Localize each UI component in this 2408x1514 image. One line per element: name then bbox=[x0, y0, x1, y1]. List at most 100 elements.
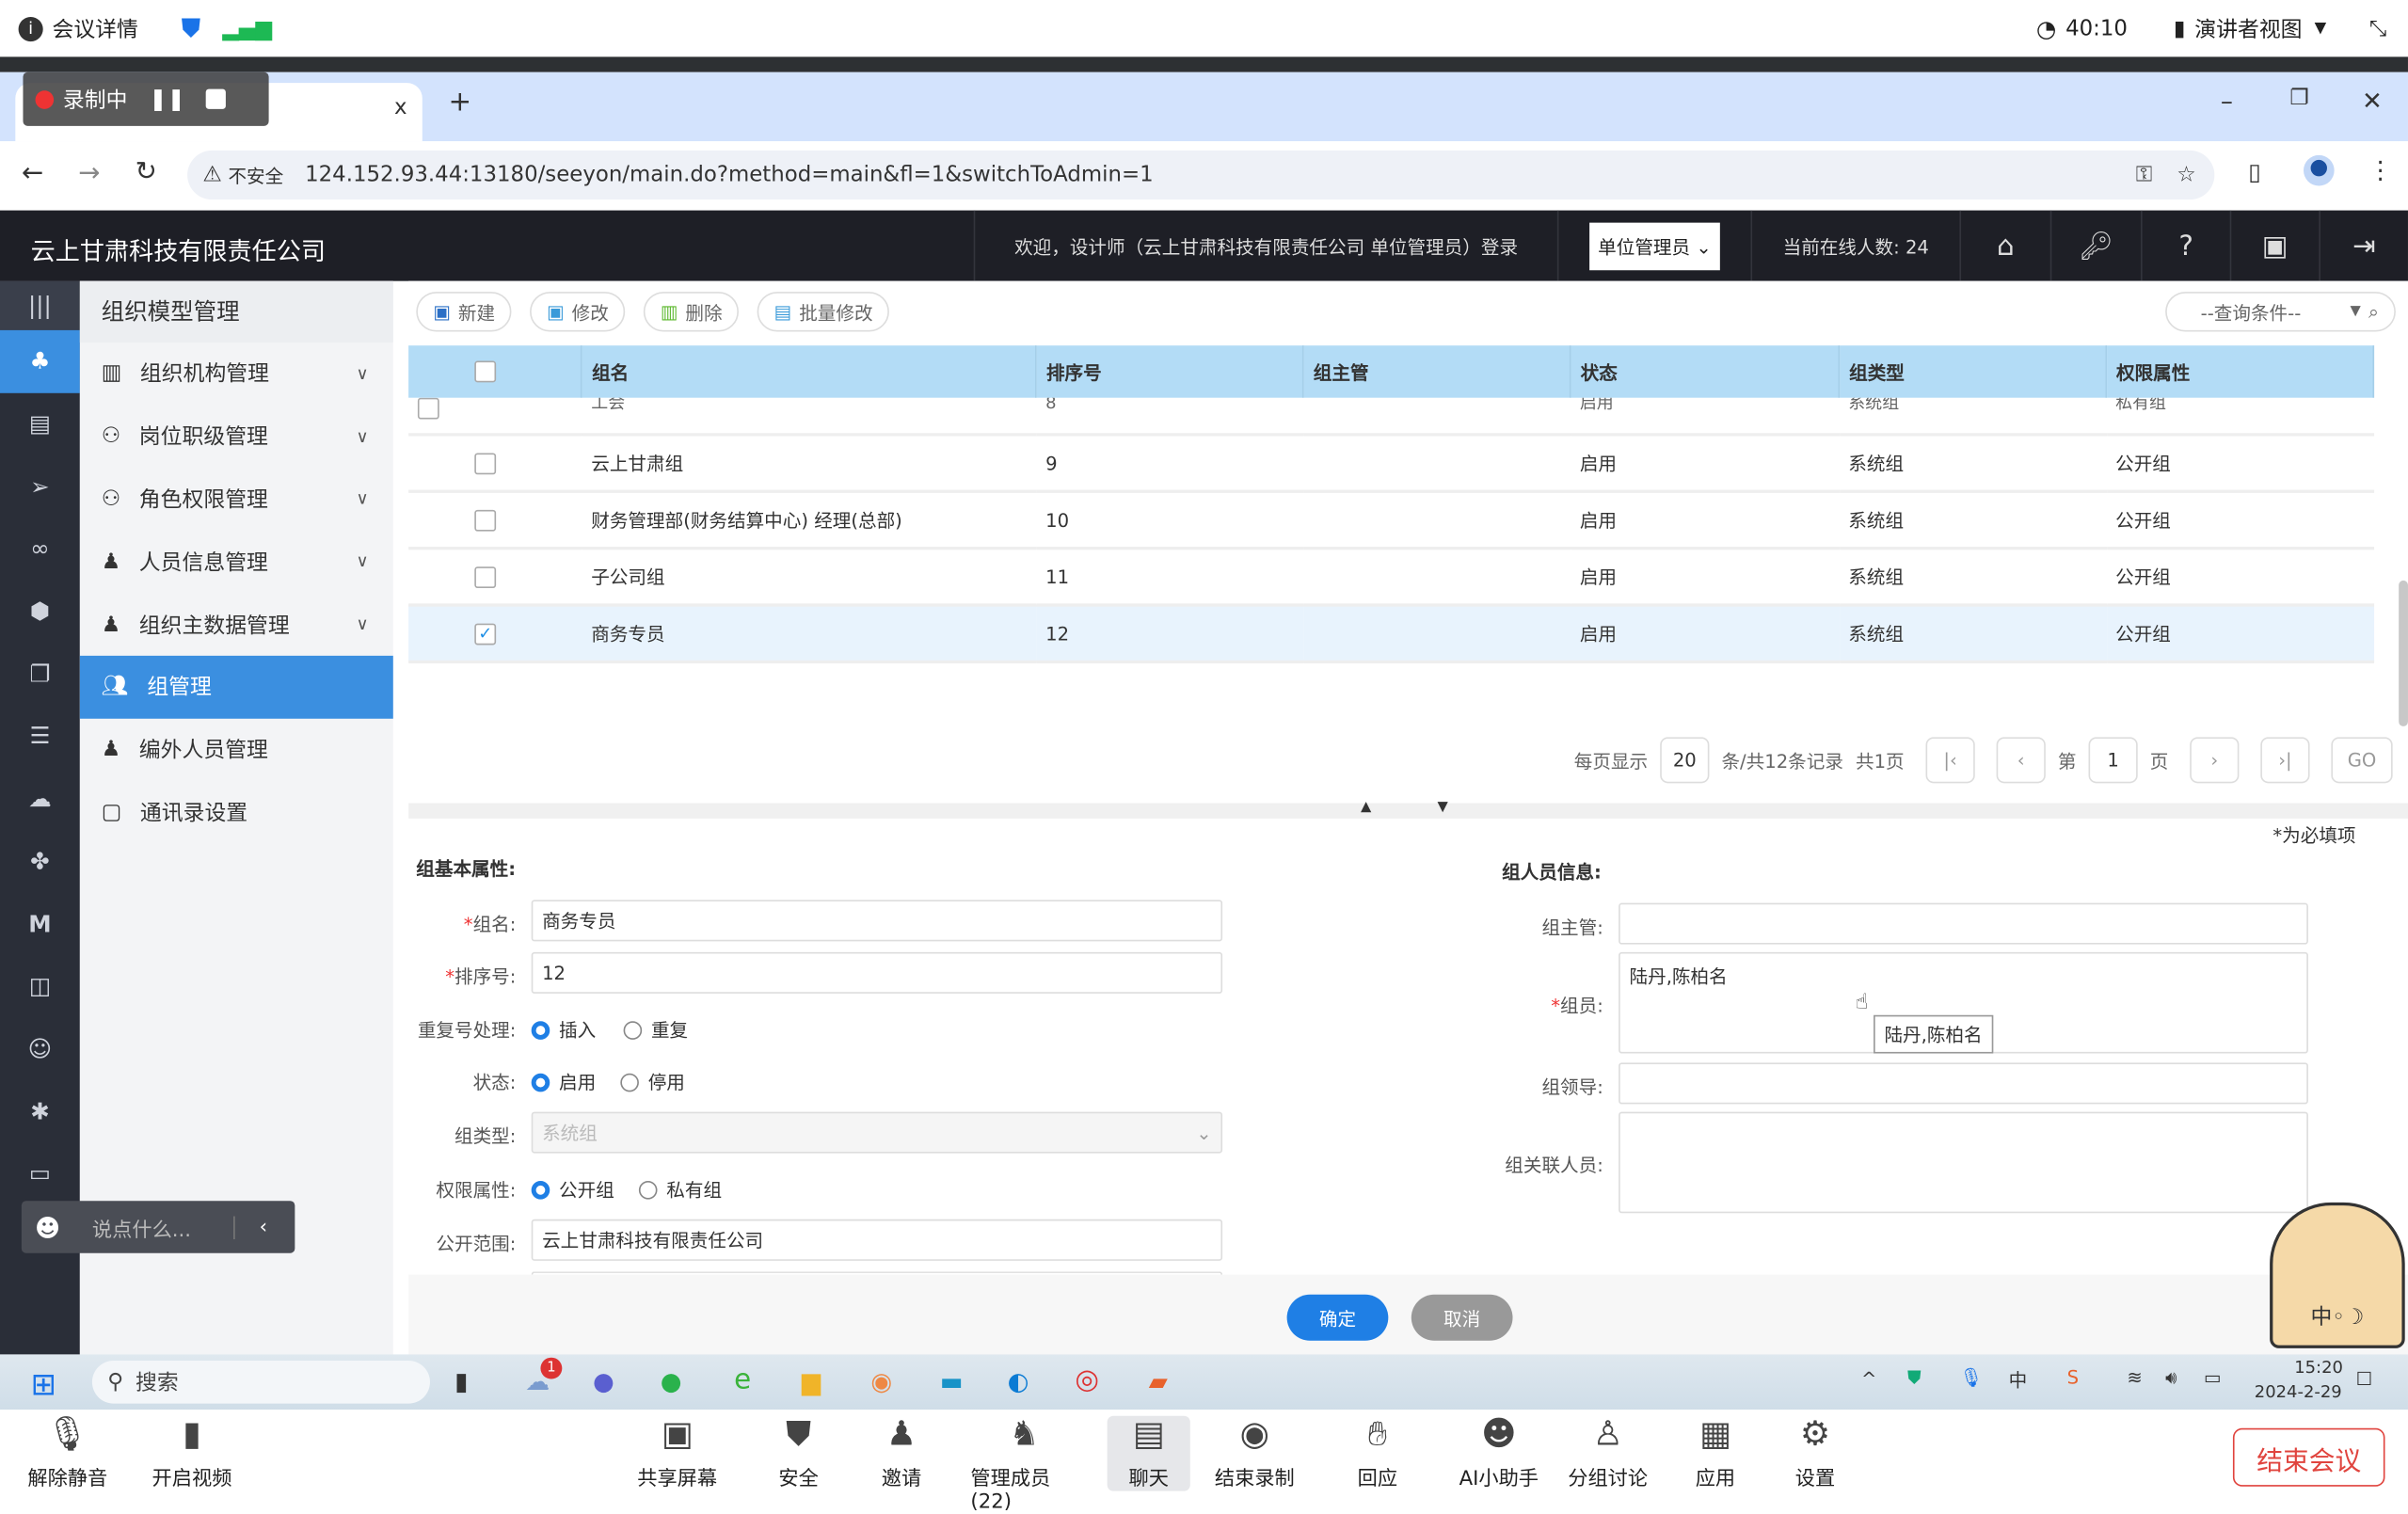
table-row[interactable]: 云上甘肃组 9 启用 系统组 公开组 bbox=[408, 434, 2374, 493]
row-checkbox[interactable] bbox=[474, 453, 497, 474]
restore-button[interactable]: ❐ bbox=[2289, 86, 2309, 111]
query-select[interactable]: --查询条件-- ▼ ⌕ bbox=[2165, 292, 2396, 332]
type-select[interactable]: 系统组 ⌄ bbox=[531, 1111, 1223, 1154]
document-icon[interactable]: ❐ bbox=[29, 660, 51, 688]
forward-icon[interactable]: → bbox=[78, 158, 101, 189]
prev-page-button[interactable]: ‹ bbox=[1996, 737, 2046, 784]
delete-button[interactable]: ▥ 删除 bbox=[643, 292, 740, 332]
status-off-radio[interactable]: 停用 bbox=[620, 1069, 685, 1095]
chat-input[interactable]: ☻ 说点什么... ‹ bbox=[21, 1201, 295, 1253]
page-input[interactable]: 1 bbox=[2088, 737, 2138, 784]
app-ie-icon[interactable]: e bbox=[734, 1363, 752, 1396]
tray-security-icon[interactable]: ⛊ bbox=[1906, 1366, 1922, 1389]
view-switch[interactable]: 演讲者视图 bbox=[2194, 17, 2303, 42]
cancel-button[interactable]: 取消 bbox=[1411, 1294, 1513, 1341]
wifi-icon[interactable]: ≋ bbox=[2127, 1366, 2143, 1389]
col-type[interactable]: 组类型 bbox=[1839, 345, 2108, 398]
menu-icon[interactable]: ⋮ bbox=[2368, 154, 2393, 184]
sidebar-item-person[interactable]: ♟ 人员信息管理 ∨ bbox=[101, 549, 369, 576]
new-tab-button[interactable]: + bbox=[448, 86, 472, 119]
star-icon[interactable]: ☆ bbox=[2177, 162, 2196, 188]
scrollbar[interactable] bbox=[2399, 580, 2408, 726]
url-input[interactable]: ⚠ 不安全 124.152.93.44:13180/seeyon/main.do… bbox=[187, 150, 2215, 200]
row-checkbox[interactable] bbox=[417, 397, 439, 420]
minimize-button[interactable]: – bbox=[2220, 86, 2233, 116]
database-icon[interactable]: ☰ bbox=[29, 722, 51, 751]
chart-icon[interactable]: ◫ bbox=[28, 972, 52, 1000]
sidebar-item-org[interactable]: ▥ 组织机构管理 ∨ bbox=[101, 361, 369, 388]
meeting-button-ai-assistant[interactable]: ☻ AI小助手 bbox=[1445, 1416, 1553, 1491]
sidebar-item-external[interactable]: ♟ 编外人员管理 bbox=[101, 737, 268, 764]
table-row[interactable]: 工会 8 启用 系统组 私有组 bbox=[408, 397, 2374, 437]
access-public-radio[interactable]: 公开组 bbox=[531, 1176, 614, 1203]
app-desktop-icon[interactable]: ▬ bbox=[939, 1366, 964, 1396]
row-checkbox[interactable] bbox=[474, 566, 497, 588]
dup-insert-radio[interactable]: 插入 bbox=[531, 1016, 596, 1043]
meeting-button-chat[interactable]: ▤ 聊天 bbox=[1107, 1415, 1190, 1491]
apps-icon[interactable]: ✤ bbox=[30, 847, 50, 875]
collapse-down-icon[interactable]: ▼ bbox=[1437, 800, 1448, 816]
logout-icon[interactable]: ⇥ bbox=[2319, 210, 2408, 281]
screen-icon[interactable]: ▭ bbox=[28, 1159, 52, 1187]
role-select[interactable]: 单位管理员 ⌄ bbox=[1588, 221, 1721, 270]
reload-icon[interactable]: ↻ bbox=[135, 156, 157, 188]
notification-icon[interactable]: ☐ bbox=[2355, 1368, 2373, 1390]
ime-mascot-icon[interactable]: 中◦☽ bbox=[2270, 1202, 2405, 1348]
sidebar-item-contacts[interactable]: ▢ 通讯录设置 bbox=[101, 800, 248, 826]
windows-start-icon[interactable]: ⊞ bbox=[30, 1364, 57, 1403]
access-private-radio[interactable]: 私有组 bbox=[638, 1176, 722, 1203]
m-icon[interactable]: M bbox=[28, 910, 52, 938]
order-input[interactable]: 12 bbox=[531, 951, 1223, 994]
new-button[interactable]: ▣ 新建 bbox=[416, 292, 513, 332]
link-icon[interactable]: ∞ bbox=[30, 534, 50, 563]
battery-icon[interactable]: ▭ bbox=[2203, 1366, 2222, 1389]
scope-input[interactable]: 云上甘肃科技有限责任公司 bbox=[531, 1219, 1223, 1261]
hexagon-icon[interactable]: ⬢ bbox=[29, 598, 51, 626]
meeting-button-settings[interactable]: ⚙ 设置 bbox=[1762, 1416, 1869, 1491]
org-chart-icon[interactable]: ♣ bbox=[0, 329, 80, 393]
meeting-button-apps[interactable]: ▦ 应用 bbox=[1662, 1416, 1769, 1491]
group-name-input[interactable]: 商务专员 bbox=[531, 900, 1223, 942]
fullscreen-exit-icon[interactable]: ⤡ bbox=[2368, 16, 2387, 41]
leader-input[interactable] bbox=[1619, 1062, 2308, 1105]
meeting-button-invite[interactable]: ♟ 邀请 bbox=[848, 1416, 955, 1491]
emoji-icon[interactable]: ☻ bbox=[34, 1212, 61, 1242]
table-row[interactable]: 子公司组 11 启用 系统组 公开组 bbox=[408, 548, 2374, 607]
table-row[interactable]: ✓ 商务专员 12 启用 系统组 公开组 bbox=[408, 605, 2374, 664]
chevron-down-icon[interactable]: ▼ bbox=[2314, 20, 2327, 38]
volume-icon[interactable]: 🔊︎ bbox=[2165, 1366, 2177, 1389]
sidebar-item-post[interactable]: ⚇ 岗位职级管理 ∨ bbox=[101, 423, 369, 451]
first-page-button[interactable]: |‹ bbox=[1925, 737, 1975, 784]
meeting-button-security[interactable]: ⛊ 安全 bbox=[745, 1416, 853, 1491]
app-wechat-icon[interactable]: ● bbox=[660, 1366, 682, 1396]
meeting-button-breakout[interactable]: ♙ 分组讨论 bbox=[1555, 1416, 1662, 1491]
meeting-button-share-screen[interactable]: ▣ 共享屏幕 bbox=[624, 1416, 731, 1491]
app-meeting-icon[interactable]: ● bbox=[592, 1366, 614, 1396]
meeting-button-members[interactable]: ♞ 管理成员(22) bbox=[970, 1416, 1077, 1514]
send-icon[interactable]: ➢ bbox=[30, 472, 50, 501]
recording-indicator[interactable]: 录制中 ❚❚ bbox=[23, 72, 269, 126]
menu-toggle-icon[interactable]: ||| bbox=[0, 280, 80, 330]
help-icon[interactable]: ? bbox=[2141, 210, 2230, 281]
tray-chevron-icon[interactable]: ^ bbox=[1860, 1368, 1877, 1390]
last-page-button[interactable]: ›| bbox=[2260, 737, 2310, 784]
app-chrome-icon[interactable]: ◎ bbox=[1075, 1363, 1100, 1396]
app-task-view-icon[interactable]: ▮ bbox=[454, 1366, 469, 1396]
tray-ime-icon[interactable]: 中 bbox=[2008, 1369, 2028, 1392]
app-folder-icon[interactable]: ▆ bbox=[801, 1366, 821, 1396]
col-status[interactable]: 状态 bbox=[1571, 345, 1841, 398]
sidebar-item-group[interactable]: 👥︎ 组管理 bbox=[79, 655, 393, 719]
robot-icon[interactable]: ☺ bbox=[27, 1034, 53, 1063]
tray-sogou-icon[interactable]: S bbox=[2066, 1366, 2080, 1389]
side-panel-icon[interactable]: ▯ bbox=[2248, 158, 2261, 186]
clock-time[interactable]: 15:20 bbox=[2294, 1357, 2343, 1378]
collapse-up-icon[interactable]: ▲ bbox=[1360, 800, 1372, 816]
settings-icon[interactable]: ✱ bbox=[30, 1097, 50, 1125]
table-row[interactable]: 财务管理部(财务结算中心) 经理(总部) 10 启用 系统组 公开组 bbox=[408, 491, 2374, 550]
close-window-button[interactable]: ✕ bbox=[2362, 86, 2383, 116]
app-photos-icon[interactable]: ◉ bbox=[870, 1366, 893, 1396]
col-name[interactable]: 组名 bbox=[582, 345, 1038, 398]
stop-icon[interactable] bbox=[206, 88, 227, 109]
tab-close-button[interactable]: x bbox=[393, 95, 407, 120]
edit-button[interactable]: ▣ 修改 bbox=[530, 292, 626, 332]
